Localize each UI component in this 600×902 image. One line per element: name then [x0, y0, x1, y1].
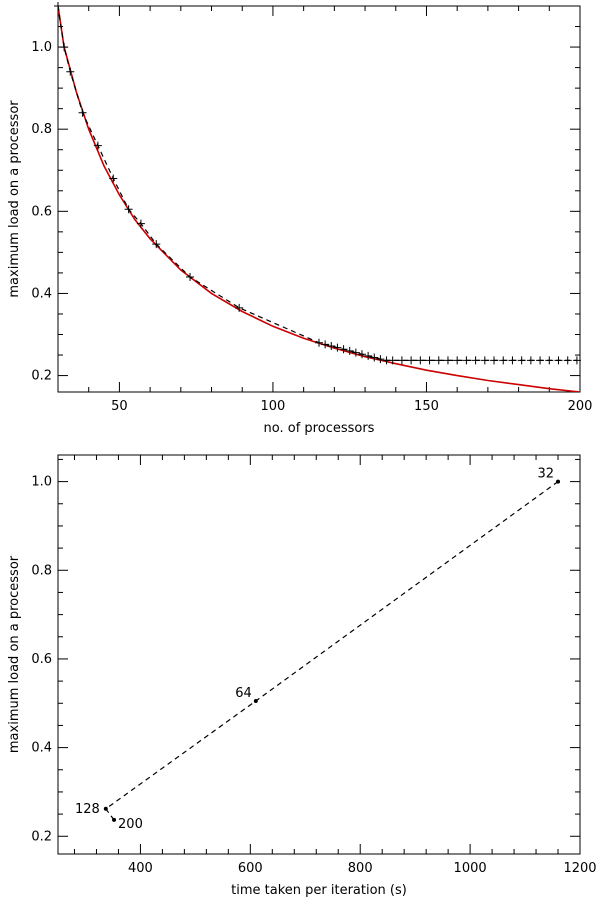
data-marker — [186, 273, 195, 282]
data-marker — [416, 356, 425, 365]
data-marker — [124, 205, 133, 214]
data-marker — [471, 356, 480, 365]
data-marker — [376, 355, 385, 364]
data-marker — [388, 356, 397, 365]
data-marker — [443, 356, 452, 365]
data-marker — [480, 356, 489, 365]
data-marker — [462, 356, 471, 365]
chart-1: 50 100 150 200 0.2 0.4 0.6 0.8 1.0 no. of process… — [7, 2, 592, 436]
data-marker — [333, 343, 342, 352]
data-marker — [136, 219, 145, 228]
data-point-label: 32 — [537, 467, 554, 482]
x-axis-label: no. of processors — [264, 421, 375, 436]
y-tick-label: 0.4 — [31, 286, 52, 301]
data-marker — [407, 356, 416, 365]
y-axis-label: maximum load on a processor — [7, 555, 22, 753]
y-tick-label: 0.2 — [31, 369, 52, 384]
data-point — [253, 699, 258, 704]
data-marker — [536, 356, 545, 365]
y-tick-label: 0.8 — [31, 563, 52, 578]
y-tick-label: 1.0 — [31, 475, 52, 490]
x-tick-label: 800 — [348, 861, 373, 876]
x-tick-label: 1200 — [563, 861, 596, 876]
data-marker — [351, 348, 360, 357]
data-marker — [235, 303, 244, 312]
data-marker — [364, 351, 373, 360]
data-marker — [499, 356, 508, 365]
data-marker — [327, 342, 336, 351]
data-marker — [572, 356, 581, 365]
data-marker — [545, 356, 554, 365]
data-marker — [321, 340, 330, 349]
data-point-label: 64 — [235, 686, 252, 701]
data-point — [556, 479, 561, 484]
x-tick-label: 200 — [568, 399, 593, 414]
data-marker — [93, 141, 102, 150]
y-tick-label: 1.0 — [31, 40, 52, 55]
data-marker — [508, 356, 517, 365]
data-marker — [425, 356, 434, 365]
data-marker — [152, 240, 161, 249]
chart-2: 400 600 800 1000 1200 0.2 0.4 0.6 0.8 1.0 time tak… — [7, 454, 597, 898]
data-marker — [434, 356, 443, 365]
y-tick-label: 0.2 — [31, 829, 52, 844]
data-marker — [357, 350, 366, 359]
data-marker — [517, 356, 526, 365]
series-line-1 — [104, 481, 559, 821]
data-marker — [526, 356, 535, 365]
data-marker — [78, 108, 87, 117]
x-tick-label: 150 — [414, 399, 439, 414]
data-marker — [453, 356, 462, 365]
data-marker — [563, 356, 572, 365]
data-marker — [54, 2, 62, 10]
y-tick-label: 0.8 — [31, 122, 52, 137]
series-line-1 — [58, 6, 580, 392]
y-tick-label: 0.6 — [31, 652, 52, 667]
x-tick-label: 100 — [261, 399, 286, 414]
y-axis-label: maximum load on a processor — [7, 100, 22, 298]
series-line-2 — [58, 6, 577, 361]
x-axis-label: time taken per iteration (s) — [231, 883, 407, 898]
x-tick-label: 600 — [238, 861, 263, 876]
x-tick-label: 1000 — [454, 861, 487, 876]
data-marker — [60, 43, 69, 52]
data-marker — [109, 174, 118, 183]
data-point — [103, 806, 108, 811]
data-marker — [490, 356, 499, 365]
data-marker — [345, 346, 354, 355]
data-point-label: 200 — [118, 817, 143, 832]
data-marker — [370, 353, 379, 362]
y-tick-label: 0.4 — [31, 741, 52, 756]
data-point — [112, 817, 117, 822]
x-tick-label: 50 — [111, 399, 128, 414]
y-tick-label: 0.6 — [31, 204, 52, 219]
data-marker — [339, 345, 348, 354]
data-marker — [315, 338, 323, 347]
data-point-label: 128 — [75, 802, 100, 817]
x-tick-label: 400 — [128, 861, 153, 876]
data-marker — [554, 356, 563, 365]
plot-frame — [57, 5, 581, 393]
plot-frame — [57, 454, 581, 855]
data-marker — [397, 356, 406, 365]
data-marker — [66, 67, 75, 76]
